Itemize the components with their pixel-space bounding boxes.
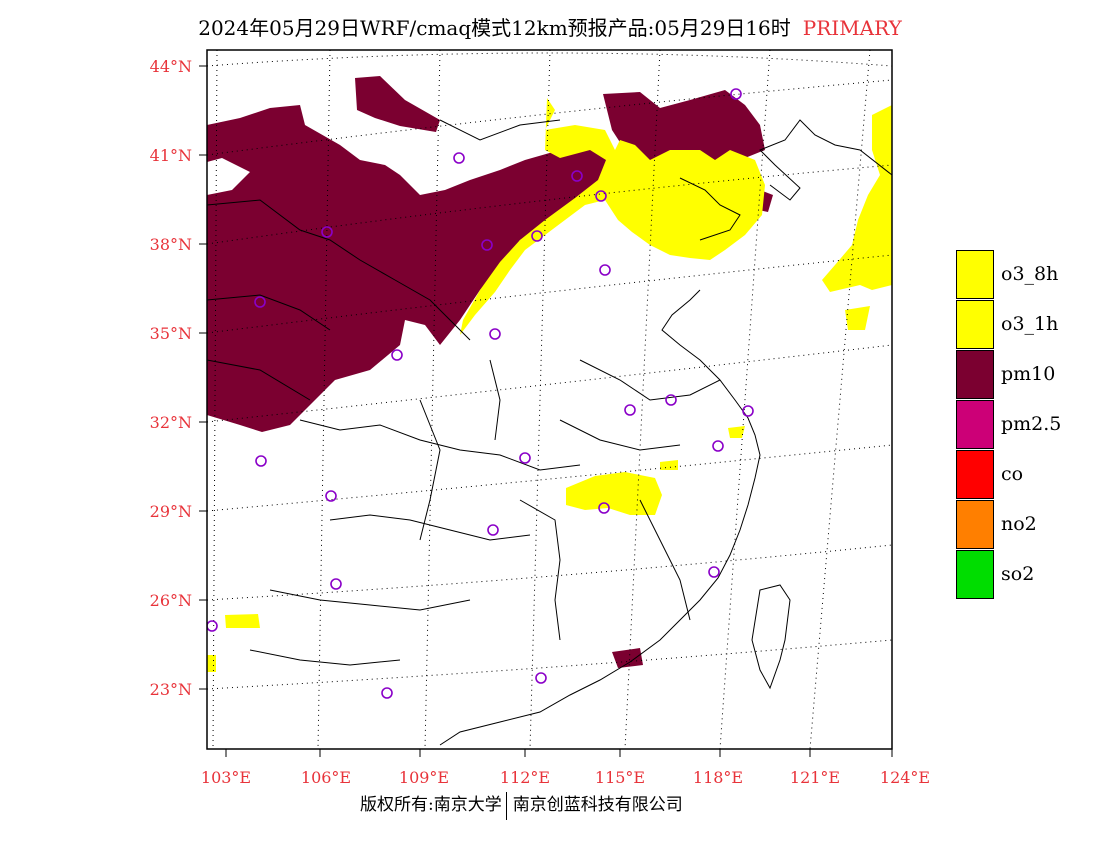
station-marker <box>598 502 610 514</box>
title-main: 2024年05月29日WRF/cmaq模式12km预报产品:05月29日16时 <box>198 16 791 40</box>
station-marker <box>712 440 724 452</box>
lon-label: 106°E <box>301 768 351 787</box>
copyright-footer: 版权所有:南京大学 南京创蓝科技有限公司 <box>360 790 683 820</box>
map-content <box>207 50 892 749</box>
lat-label: 35°N <box>150 324 192 343</box>
pm10-region-inner-west <box>207 158 250 195</box>
legend-item-o3-1h: o3_1h <box>956 299 1086 349</box>
o3-region-jiangxi <box>566 472 662 515</box>
station-marker <box>487 524 499 536</box>
lat-label: 44°N <box>150 57 192 76</box>
legend-label: pm2.5 <box>1001 413 1062 435</box>
lat-label: 23°N <box>150 680 192 699</box>
legend-swatch <box>956 249 994 299</box>
o3-region-korea-south <box>845 306 870 330</box>
legend-item-o3-8h: o3_8h <box>956 249 1086 299</box>
station-marker <box>489 328 501 340</box>
station-marker <box>330 578 342 590</box>
legend-label: pm10 <box>1001 363 1056 385</box>
legend-label: no2 <box>1001 513 1037 535</box>
pm10-region-guangdong <box>612 648 643 668</box>
legend-item-co: co <box>956 449 1086 499</box>
legend-swatch <box>956 449 994 499</box>
legend-swatch <box>956 499 994 549</box>
station-marker <box>531 230 543 242</box>
legend-item-pm25: pm2.5 <box>956 399 1086 449</box>
lon-label: 121°E <box>790 768 840 787</box>
station-marker <box>381 687 393 699</box>
legend-swatch <box>956 299 994 349</box>
station-marker <box>708 566 720 578</box>
station-marker <box>595 190 607 202</box>
lat-axis <box>199 65 207 690</box>
lat-label: 38°N <box>150 235 192 254</box>
station-marker <box>624 404 636 416</box>
station-marker <box>453 152 465 164</box>
legend-label: o3_1h <box>1001 313 1059 335</box>
station-marker <box>571 170 583 182</box>
legend-item-no2: no2 <box>956 499 1086 549</box>
station-marker <box>391 349 403 361</box>
graticule <box>207 50 892 749</box>
lat-label: 26°N <box>150 591 192 610</box>
title-tag: PRIMARY <box>802 16 902 40</box>
station-marker <box>325 490 337 502</box>
lat-label: 41°N <box>150 146 192 165</box>
legend-item-so2: so2 <box>956 549 1086 599</box>
copyright-right: 南京创蓝科技有限公司 <box>512 795 683 815</box>
station-marker <box>535 672 547 684</box>
lon-label: 109°E <box>399 768 449 787</box>
o3-region-southwest <box>225 614 260 628</box>
lat-label: 32°N <box>150 413 192 432</box>
lon-axis <box>225 749 893 757</box>
station-marker <box>207 620 218 632</box>
legend-label: o3_8h <box>1001 263 1059 285</box>
boundaries <box>207 119 892 746</box>
station-marker <box>519 452 531 464</box>
lon-label: 118°E <box>693 768 743 787</box>
station-marker <box>742 405 754 417</box>
legend-swatch <box>956 399 994 449</box>
o3-region-southwest-2 <box>207 655 216 672</box>
station-marker <box>599 264 611 276</box>
o3-region-east <box>728 426 745 438</box>
legend-item-pm10: pm10 <box>956 349 1086 399</box>
station-marker <box>665 394 677 406</box>
pm10-region-west <box>207 105 612 432</box>
lat-label: 29°N <box>150 502 192 521</box>
map-frame <box>206 49 893 750</box>
lon-label: 124°E <box>880 768 930 787</box>
legend-label: co <box>1001 463 1024 485</box>
pm10-region-north <box>355 76 440 132</box>
o3-region-north-china <box>460 98 765 335</box>
station-markers <box>207 88 754 699</box>
legend-swatch <box>956 349 994 399</box>
o3-region-korea <box>822 105 892 292</box>
copyright-left: 版权所有:南京大学 <box>360 795 502 815</box>
station-marker <box>321 226 333 238</box>
lon-label: 112°E <box>500 768 550 787</box>
footer-separator <box>505 791 507 820</box>
lon-label: 115°E <box>595 768 645 787</box>
legend-swatch <box>956 549 994 599</box>
pollutant-legend: o3_8h o3_1h pm10 pm2.5 co no2 so2 <box>956 249 1086 599</box>
o3-region-hubei <box>660 460 678 470</box>
station-marker <box>254 296 266 308</box>
map-title: 2024年05月29日WRF/cmaq模式12km预报产品:05月29日16时 P… <box>0 12 1100 41</box>
station-marker <box>255 455 267 467</box>
station-marker <box>481 239 493 251</box>
station-marker <box>730 88 742 100</box>
legend-label: so2 <box>1001 563 1035 585</box>
lon-label: 103°E <box>201 768 251 787</box>
